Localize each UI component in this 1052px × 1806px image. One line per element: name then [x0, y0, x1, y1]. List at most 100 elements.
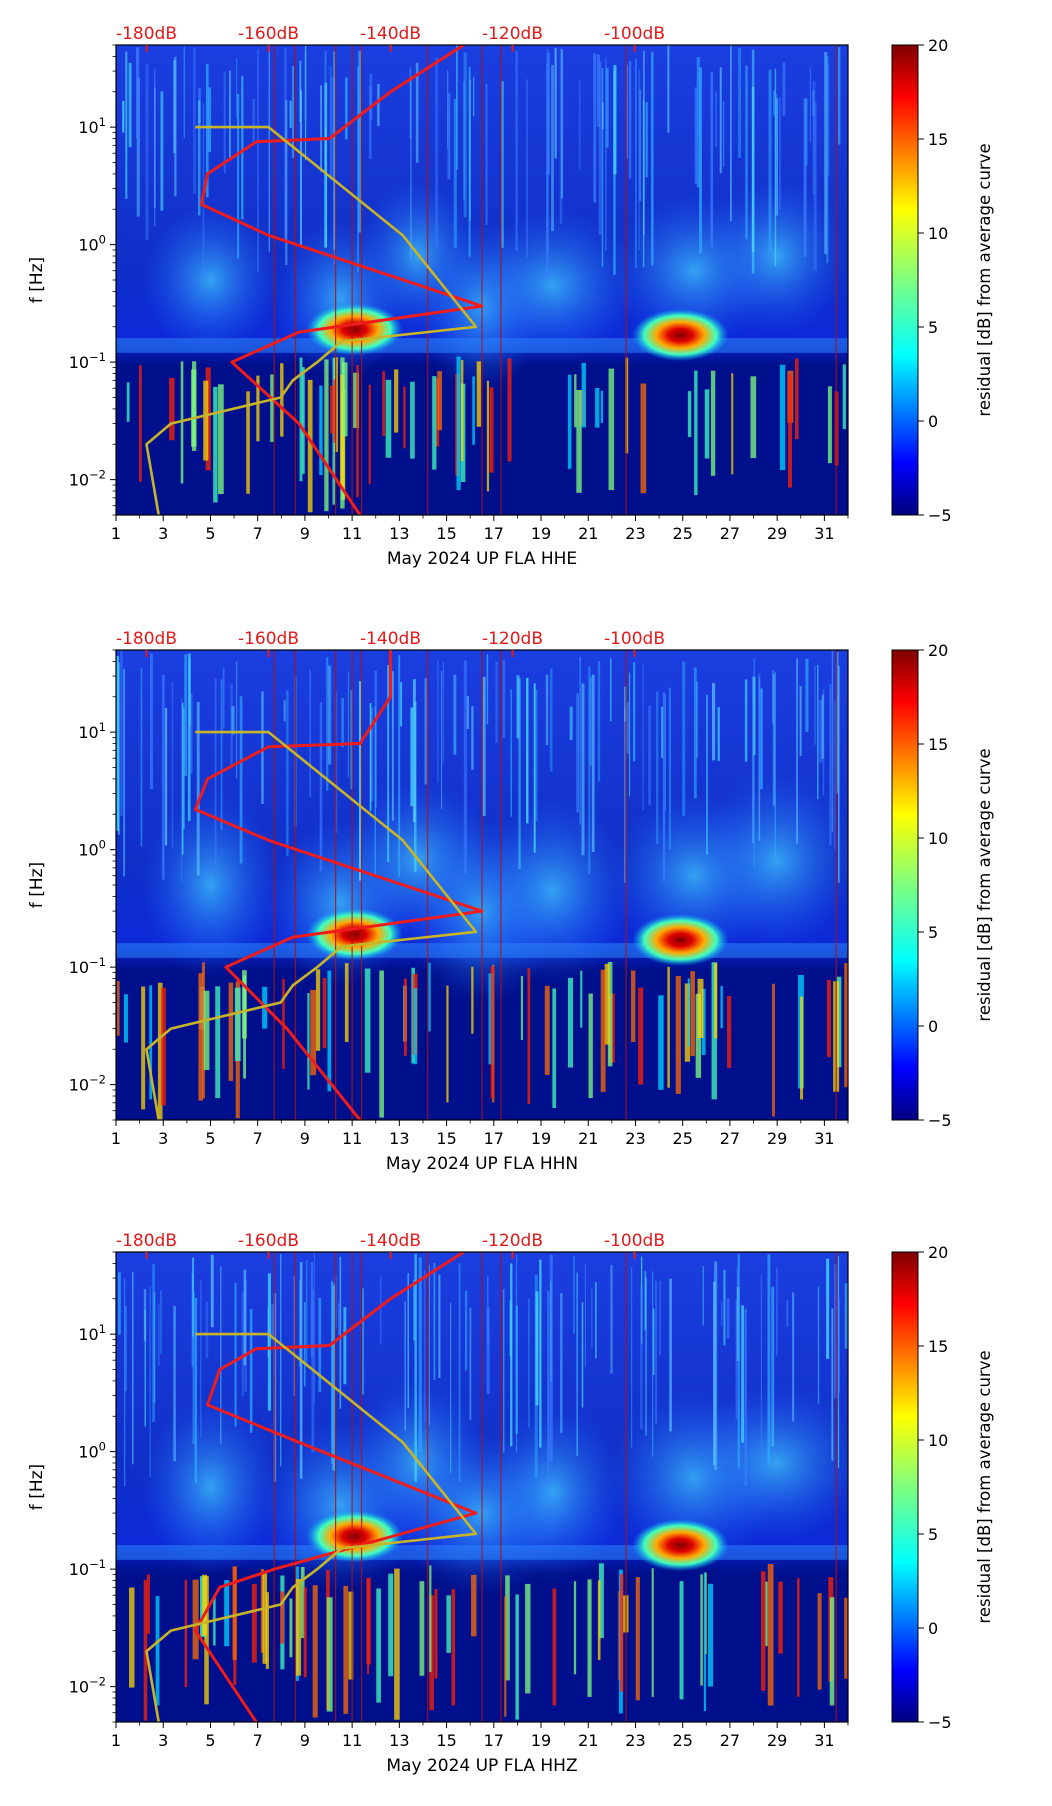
low-frequency-streak: [507, 358, 512, 462]
energy-hotspot: [632, 1519, 729, 1572]
x-tick-label: 9: [300, 1731, 310, 1750]
transient-streak: [643, 51, 645, 236]
transient-streak: [205, 1301, 209, 1359]
transient-streak: [645, 1277, 647, 1436]
low-frequency-streak: [690, 971, 695, 1057]
transient-streak: [560, 49, 564, 199]
transient-streak: [605, 57, 607, 251]
low-frequency-streak: [307, 993, 310, 1090]
transient-streak: [299, 60, 302, 122]
transient-streak: [160, 91, 164, 211]
transient-streak: [526, 677, 529, 824]
transient-streak: [473, 77, 475, 117]
transient-streak: [633, 662, 636, 762]
low-frequency-streak: [486, 380, 490, 492]
low-frequency-streak: [581, 362, 586, 428]
low-frequency-streak: [192, 361, 197, 451]
transient-streak: [466, 695, 469, 729]
low-frequency-streak: [299, 357, 303, 482]
transient-streak: [644, 1271, 647, 1331]
transient-streak: [502, 660, 506, 738]
transient-streak: [549, 668, 553, 772]
colorbar-tick-label: 15: [928, 735, 948, 754]
transient-streak: [822, 689, 825, 796]
transient-streak: [447, 92, 451, 180]
transient-streak: [596, 54, 600, 127]
low-frequency-streak: [800, 996, 804, 1100]
transient-streak: [428, 1264, 431, 1425]
low-frequency-streak: [312, 1585, 318, 1718]
transient-streak: [125, 51, 128, 199]
low-frequency-streak: [280, 363, 284, 437]
low-frequency-streak: [779, 364, 786, 471]
transient-streak: [338, 1302, 340, 1336]
low-frequency-streak: [410, 381, 415, 459]
transient-streak: [661, 706, 663, 759]
low-frequency-streak: [587, 1579, 592, 1697]
transient-streak: [715, 91, 717, 148]
transient-streak: [699, 67, 702, 254]
y-axis-label: f [Hz]: [27, 257, 47, 303]
transient-streak: [737, 1254, 740, 1469]
low-frequency-streak: [143, 1580, 148, 1721]
transient-streak: [192, 1292, 196, 1445]
transient-streak: [136, 47, 140, 138]
transient-streak: [803, 98, 807, 258]
x-tick-label: 5: [205, 1731, 215, 1750]
x-tick-label: 11: [342, 1731, 362, 1750]
colorbar-label: residual [dB] from average curve: [975, 143, 994, 416]
low-frequency-streak: [262, 1573, 268, 1664]
transient-streak: [413, 1279, 416, 1341]
transient-streak: [819, 700, 823, 763]
transient-streak: [132, 1271, 134, 1465]
psd-average-curve: [199, 45, 484, 515]
transient-streak: [362, 1288, 365, 1395]
transient-streak: [624, 708, 627, 883]
x-tick-label: 11: [342, 524, 362, 543]
transient-streak: [271, 1304, 275, 1340]
low-frequency-streak: [694, 370, 698, 496]
y-tick-label: 101: [78, 1322, 106, 1344]
colorbar-tick-label: 0: [928, 1017, 938, 1036]
transient-streak: [424, 678, 428, 785]
low-frequency-streak: [265, 1592, 269, 1669]
x-tick-label: 31: [814, 1129, 834, 1148]
colorbar-tick-label: 0: [928, 1619, 938, 1638]
low-frequency-streak: [413, 988, 418, 1065]
transient-streak: [200, 1280, 202, 1439]
transient-streak: [471, 706, 474, 770]
transient-streak: [341, 698, 345, 748]
transient-streak: [183, 707, 185, 830]
transient-streak: [237, 93, 240, 259]
transient-streak: [533, 683, 536, 853]
low-frequency-streak: [767, 1563, 774, 1706]
low-frequency-streak: [280, 1591, 284, 1644]
low-frequency-streak: [251, 1584, 257, 1663]
low-frequency-streak: [552, 988, 557, 1108]
transient-streak: [779, 96, 781, 210]
transient-streak: [641, 1256, 643, 1344]
transient-streak: [145, 64, 149, 241]
transient-streak: [187, 653, 191, 821]
transient-streak: [161, 674, 165, 880]
transient-streak: [171, 681, 174, 849]
transient-streak: [415, 62, 419, 163]
x-tick-label: 5: [205, 1129, 215, 1148]
transient-streak: [601, 68, 604, 268]
low-frequency-streak: [604, 963, 610, 1045]
transient-streak: [181, 702, 184, 855]
x-tick-label: 1: [111, 1129, 121, 1148]
transient-streak: [280, 1253, 282, 1467]
transient-streak: [634, 58, 637, 268]
transient-streak: [668, 687, 672, 850]
transient-streak: [205, 64, 209, 198]
top-db-label: -160dB: [238, 1231, 299, 1251]
low-frequency-streak: [619, 1574, 624, 1692]
low-frequency-streak: [600, 390, 604, 423]
low-frequency-streak: [434, 1589, 438, 1679]
transient-streak: [539, 1259, 542, 1448]
x-tick-label: 3: [158, 1129, 168, 1148]
transient-streak: [655, 1280, 658, 1424]
